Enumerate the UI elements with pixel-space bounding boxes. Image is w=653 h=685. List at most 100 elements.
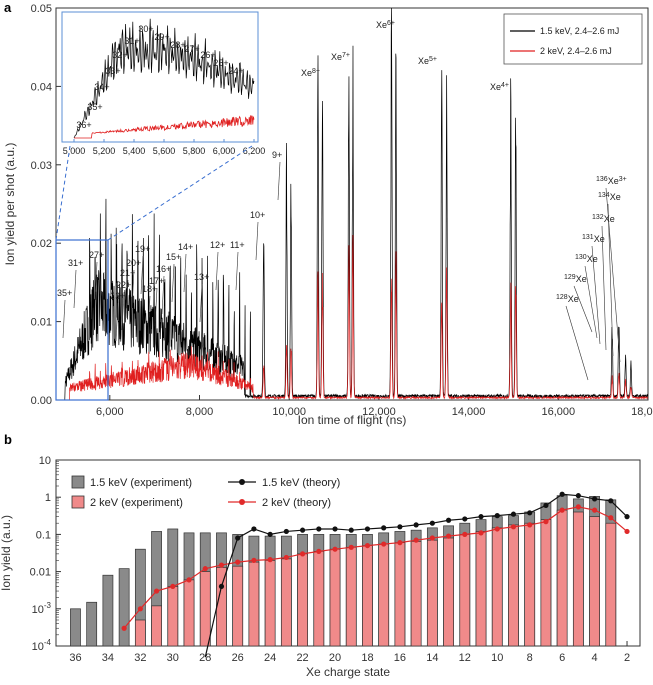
peak-arrow xyxy=(147,295,151,335)
bar-exp-2kev xyxy=(167,586,179,647)
peak-arrow xyxy=(62,299,66,339)
legend-b-text-4: 2 keV (theory) xyxy=(262,497,331,509)
theory-2kev-point xyxy=(543,519,549,525)
theory-1-5kev-point xyxy=(283,528,289,535)
legend-b-dot-3 xyxy=(239,479,245,485)
theory-1-5kev-point xyxy=(429,520,435,526)
isotope-mass: 136 xyxy=(596,176,608,183)
inset-xtick-label: 5,600 xyxy=(153,146,176,156)
xe-label-sup: 4+ xyxy=(501,82,509,89)
theory-1-5kev-point xyxy=(235,535,241,541)
theory-2kev-point xyxy=(413,537,419,543)
isotope-mass: 129 xyxy=(564,274,576,281)
bar-exp-2kev xyxy=(589,516,600,647)
theory-1-5kev-point xyxy=(494,513,500,519)
theory-1-5kev-point xyxy=(267,531,273,538)
panel-b-lines xyxy=(121,491,630,658)
bar-exp-2kev xyxy=(297,553,308,647)
ytick-label-b: 0.01 xyxy=(30,567,51,579)
peak-label: 10+ xyxy=(250,210,265,220)
theory-2kev-point xyxy=(283,554,289,561)
bar-exp-2kev xyxy=(362,545,373,647)
legend-a xyxy=(503,13,643,65)
inset-peak-label: 24+ xyxy=(228,66,243,76)
theory-2kev-point xyxy=(218,562,225,568)
bar-exp-2kev xyxy=(556,509,568,647)
series-2kev xyxy=(60,235,649,401)
inset-xtick-label: 5,400 xyxy=(123,146,146,156)
ytick-label-a: 0.04 xyxy=(31,81,52,93)
ytick-label-b-exp: -4 xyxy=(44,638,52,647)
bar-exp-1-5kev xyxy=(70,608,81,647)
inset-peak-label: 34+ xyxy=(94,82,109,92)
ytick-label-a: 0.02 xyxy=(31,238,52,250)
peak-arrow xyxy=(73,269,77,309)
isotope-label: 136Xe3+ xyxy=(596,176,627,186)
xtick-label-b: 10 xyxy=(491,652,503,664)
legend-a-text-1: 1.5 keV, 2.4–2.6 mJ xyxy=(540,26,619,36)
theory-2kev-point xyxy=(235,559,241,565)
xe-label-sup: 7+ xyxy=(342,52,350,59)
isotope-mass: 130 xyxy=(575,254,587,261)
peak-arrow xyxy=(255,221,259,261)
peak-arrow xyxy=(94,261,98,301)
peak-arrow xyxy=(277,161,281,201)
theory-2kev-point xyxy=(299,551,306,557)
peak-label: 9+ xyxy=(272,150,282,160)
legend-b-text-3: 1.5 keV (theory) xyxy=(262,477,340,489)
xe-label: Xe7+ xyxy=(331,52,350,62)
bar-exp-2kev xyxy=(394,542,406,647)
peak-label: 35+ xyxy=(57,288,72,298)
bar-exp-2kev xyxy=(443,537,454,647)
peak-arrow xyxy=(183,253,187,293)
xe-label: Xe4+ xyxy=(490,82,509,92)
xlabel-a: Ion time of flight (ns) xyxy=(298,413,407,427)
theory-2kev-point xyxy=(478,530,484,536)
theory-1-5kev-point xyxy=(543,502,549,509)
theory-2kev-point xyxy=(429,535,435,541)
theory-2kev-point xyxy=(267,557,273,563)
peak-label: 16+ xyxy=(156,264,171,274)
xtick-label-b: 18 xyxy=(361,652,373,664)
panel-b-bars xyxy=(70,495,617,647)
bar-exp-2kev xyxy=(605,522,617,647)
peak-arrow xyxy=(115,302,119,342)
panel-a-series xyxy=(60,7,649,401)
xtick-label-a: 18,000 xyxy=(631,406,653,418)
isotope-label: 134Xe xyxy=(598,192,621,202)
theory-1-5kev-point xyxy=(591,496,598,502)
theory-2kev-point xyxy=(121,625,127,631)
theory-2kev-point xyxy=(316,548,322,554)
bar-exp-1-5kev xyxy=(86,601,98,647)
ytick-label-b: 1 xyxy=(45,492,51,504)
inset-peak-label: 27+ xyxy=(184,44,199,54)
inset-peak-label: 30+ xyxy=(138,24,153,34)
bar-exp-2kev xyxy=(216,567,227,647)
ytick-label-b: 10-4 xyxy=(32,638,52,653)
ylabel-a: Ion yield per shot (a.u.) xyxy=(3,143,17,266)
xtick-label-b: 14 xyxy=(426,652,438,664)
bar-exp-2kev xyxy=(540,519,552,647)
bar-exp-2kev xyxy=(426,539,438,647)
bar-exp-2kev xyxy=(524,522,536,647)
theory-1-5kev-point xyxy=(381,525,387,531)
ytick-label-a: 0.03 xyxy=(31,160,52,172)
peak-arrow xyxy=(161,275,165,315)
peak-label: 11+ xyxy=(230,240,245,250)
xtick-label-b: 36 xyxy=(69,652,81,664)
isotope-charge: 3+ xyxy=(619,176,627,183)
isotope-label: 129Xe xyxy=(564,274,587,284)
peak-arrow xyxy=(154,287,158,327)
theory-2kev-point xyxy=(624,528,630,535)
theory-2kev-point xyxy=(332,546,338,552)
xtick-label-b: 32 xyxy=(134,652,146,664)
ytick-label-b-exp: -3 xyxy=(44,601,52,610)
panel-a-frame xyxy=(55,7,649,401)
inset-xtick-label: 6,200 xyxy=(243,146,266,156)
peak-label: 18+ xyxy=(142,284,157,294)
xtick-label-b: 8 xyxy=(527,652,533,664)
bar-exp-2kev xyxy=(313,551,325,647)
isotope-base: Xe xyxy=(587,254,598,264)
inset-series-1-5kev xyxy=(73,18,255,139)
